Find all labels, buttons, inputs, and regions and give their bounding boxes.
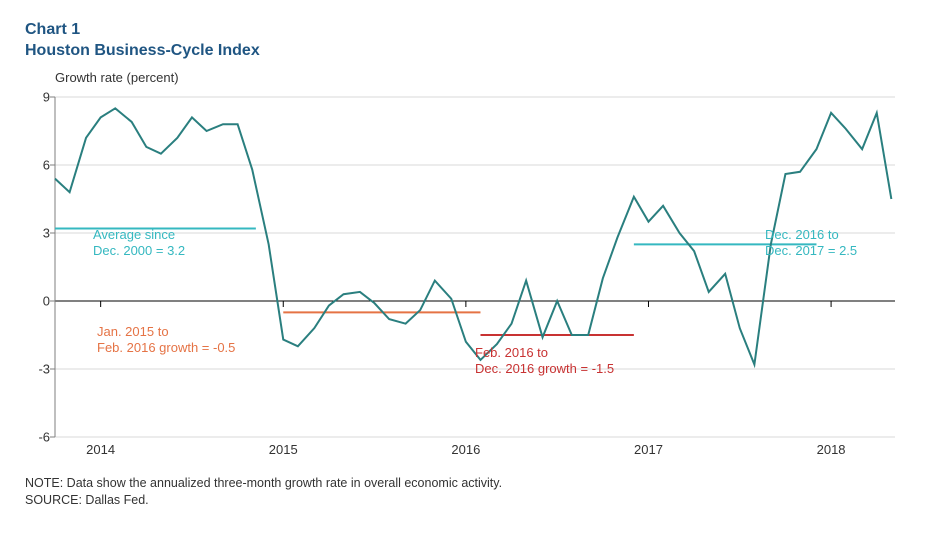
note-text: NOTE: Data show the annualized three-mon…: [25, 475, 924, 493]
source-text: SOURCE: Dallas Fed.: [25, 492, 924, 510]
annotation-jan15feb16: Jan. 2015 toFeb. 2016 growth = -0.5: [97, 324, 235, 357]
chart-name: Houston Business-Cycle Index: [25, 41, 924, 62]
y-tick-label: -6: [30, 429, 50, 444]
chart-number: Chart 1: [25, 20, 924, 41]
y-tick-label: 3: [30, 225, 50, 240]
x-tick-label: 2014: [86, 442, 115, 457]
chart-title: Chart 1 Houston Business-Cycle Index: [25, 20, 924, 62]
y-axis-label: Growth rate (percent): [55, 70, 924, 85]
chart-notes: NOTE: Data show the annualized three-mon…: [25, 475, 924, 510]
x-tick-label: 2017: [634, 442, 663, 457]
annotation-feb16dec16: Feb. 2016 toDec. 2016 growth = -1.5: [475, 345, 614, 378]
y-tick-label: 6: [30, 157, 50, 172]
annotation-avg2000: Average sinceDec. 2000 = 3.2: [93, 227, 185, 260]
x-tick-label: 2015: [269, 442, 298, 457]
y-tick-label: 9: [30, 89, 50, 104]
x-tick-label: 2016: [451, 442, 480, 457]
y-tick-label: 0: [30, 293, 50, 308]
annotation-dec16dec17: Dec. 2016 toDec. 2017 = 2.5: [765, 227, 857, 260]
chart-area: -6 -3 0 3 6 9 2014 2015 2016 2017 2018 Average si…: [25, 87, 905, 467]
y-tick-label: -3: [30, 361, 50, 376]
line-chart: [55, 97, 895, 437]
x-tick-label: 2018: [817, 442, 846, 457]
